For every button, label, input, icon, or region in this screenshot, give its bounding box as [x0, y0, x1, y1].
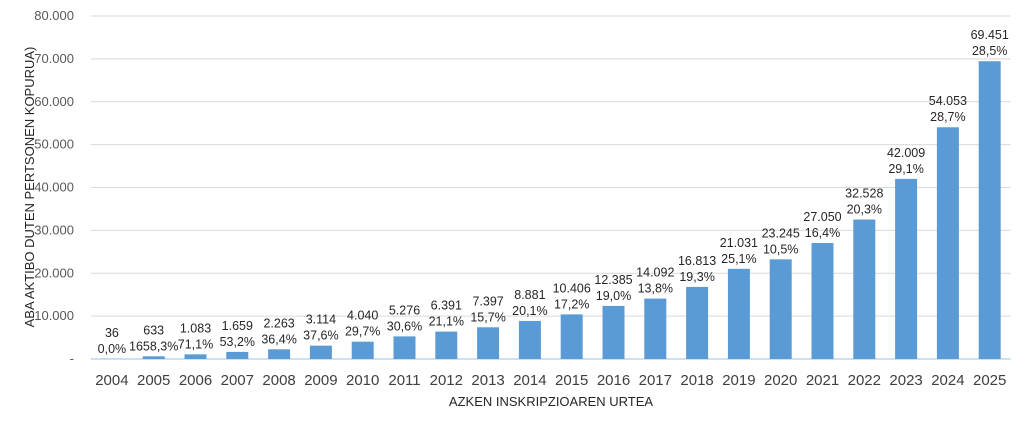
bar — [978, 61, 1001, 360]
growth-label: 21,1% — [429, 315, 464, 329]
x-tick-label: 2017 — [639, 372, 672, 389]
growth-label: 19,3% — [679, 270, 714, 284]
bar — [811, 243, 834, 359]
bar — [853, 219, 876, 359]
x-tick-label: 2005 — [137, 372, 170, 389]
value-label: 23.245 — [762, 226, 800, 240]
y-tick-label: 60.000 — [34, 94, 74, 109]
growth-label: 15,7% — [470, 310, 505, 324]
y-tick-label: 20.000 — [34, 265, 74, 280]
y-tick-label: 30.000 — [34, 222, 74, 237]
y-tick-label: - — [70, 351, 74, 366]
y-tick-label: 50.000 — [34, 137, 74, 152]
value-label: 633 — [143, 323, 164, 337]
x-axis-title: AZKEN INSKRIPZIOAREN URTEA — [449, 394, 654, 409]
growth-label: 29,1% — [888, 162, 923, 176]
bar — [686, 286, 709, 359]
growth-label: 29,7% — [345, 325, 380, 339]
x-tick-label: 2020 — [764, 372, 797, 389]
value-label: 21.031 — [720, 236, 758, 250]
growth-label: 1658,3% — [129, 339, 178, 353]
value-label: 36 — [105, 326, 119, 340]
growth-label: 53,2% — [220, 335, 255, 349]
x-tick-label: 2021 — [806, 372, 839, 389]
bar — [477, 327, 500, 359]
x-tick-label: 2006 — [179, 372, 212, 389]
value-label: 16.813 — [678, 254, 716, 268]
growth-label: 17,2% — [554, 297, 589, 311]
y-tick-label: 80.000 — [34, 8, 74, 23]
value-label: 10.406 — [553, 281, 591, 295]
growth-label: 10,5% — [763, 242, 798, 256]
value-label: 27.050 — [803, 210, 841, 224]
growth-label: 36,4% — [261, 332, 296, 346]
x-tick-label: 2011 — [388, 372, 420, 389]
x-tick-label: 2012 — [430, 372, 463, 389]
bar — [142, 356, 165, 359]
bar — [936, 127, 959, 359]
value-label: 7.397 — [472, 294, 503, 308]
x-tick-label: 2016 — [597, 372, 630, 389]
growth-label: 37,6% — [303, 329, 338, 343]
growth-label: 25,1% — [721, 252, 756, 266]
bar — [435, 331, 458, 359]
x-tick-label: 2024 — [931, 372, 964, 389]
bar — [602, 305, 625, 359]
bar — [560, 314, 583, 359]
growth-label: 28,5% — [972, 44, 1007, 58]
x-tick-label: 2018 — [680, 372, 713, 389]
value-label: 2.263 — [263, 316, 294, 330]
y-tick-label: 10.000 — [34, 308, 74, 323]
bar — [309, 345, 332, 359]
growth-label: 16,4% — [805, 226, 840, 240]
growth-label: 0,0% — [98, 342, 127, 356]
bar — [268, 349, 291, 359]
y-axis-title: ABA AKTIBO DUTEN PERTSONEN KOPURUA) — [22, 47, 37, 328]
value-label: 1.083 — [180, 321, 211, 335]
growth-label: 20,3% — [847, 203, 882, 217]
growth-label: 13,8% — [638, 282, 673, 296]
value-label: 3.114 — [306, 313, 336, 327]
x-tick-label: 2009 — [304, 372, 337, 389]
growth-label: 19,0% — [596, 289, 631, 303]
value-label: 42.009 — [887, 146, 925, 160]
value-label: 69.451 — [971, 28, 1009, 42]
bar — [184, 354, 207, 359]
value-label: 32.528 — [845, 187, 883, 201]
value-label: 12.385 — [594, 273, 632, 287]
x-tick-label: 2022 — [848, 372, 881, 389]
bar — [351, 341, 374, 359]
bar — [226, 351, 249, 359]
growth-label: 20,1% — [512, 304, 547, 318]
x-tick-label: 2025 — [973, 372, 1006, 389]
value-label: 6.391 — [431, 299, 462, 313]
y-tick-label: 40.000 — [34, 180, 74, 195]
bar — [393, 336, 416, 359]
x-tick-label: 2010 — [346, 372, 379, 389]
x-tick-label: 2004 — [95, 372, 128, 389]
growth-label: 30,6% — [387, 319, 422, 333]
value-label: 14.092 — [636, 266, 674, 280]
x-tick-label: 2023 — [889, 372, 922, 389]
growth-label: 71,1% — [178, 337, 213, 351]
bar — [895, 178, 918, 359]
bar — [518, 320, 541, 359]
y-tick-label: 70.000 — [34, 51, 74, 66]
x-tick-label: 2013 — [471, 372, 504, 389]
x-tick-label: 2019 — [722, 372, 755, 389]
value-label: 1.659 — [222, 319, 253, 333]
x-tick-label: 2015 — [555, 372, 588, 389]
value-label: 5.276 — [389, 303, 420, 317]
value-label: 4.040 — [347, 309, 378, 323]
bar — [727, 268, 750, 359]
value-label: 8.881 — [514, 288, 545, 302]
value-label: 54.053 — [929, 94, 967, 108]
x-tick-label: 2014 — [513, 372, 546, 389]
growth-label: 28,7% — [930, 110, 965, 124]
x-tick-label: 2008 — [262, 372, 295, 389]
bar — [644, 298, 667, 359]
bar — [769, 259, 792, 359]
x-tick-label: 2007 — [221, 372, 254, 389]
